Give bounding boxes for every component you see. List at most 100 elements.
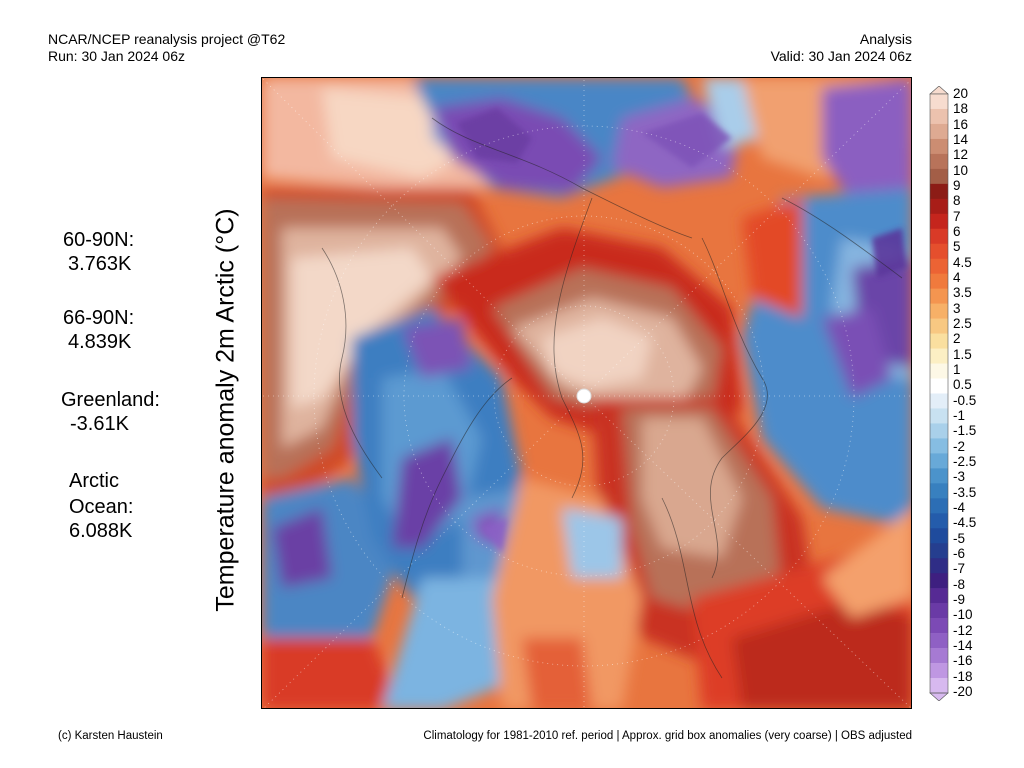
colorbar-swatch (930, 453, 948, 469)
pole-marker (576, 388, 592, 404)
anomaly-map (261, 77, 912, 709)
colorbar-tick-label: -0.5 (953, 392, 977, 408)
colorbar-swatch (930, 678, 948, 694)
colorbar-swatch (930, 123, 948, 140)
colorbar-swatch (930, 333, 948, 349)
colorbar-swatch (930, 288, 948, 304)
header-left: NCAR/NCEP reanalysis project @T62 Run: 3… (48, 31, 285, 65)
colorbar-tick-label: 0.5 (953, 377, 972, 393)
colorbar-tick-label: -1 (953, 408, 966, 423)
colorbar-swatch (930, 108, 948, 125)
colorbar-swatch (930, 528, 948, 544)
colorbar-tick-label: 16 (953, 116, 969, 132)
colorbar-tick-label: -16 (953, 653, 973, 669)
colorbar-tick-label: -9 (953, 592, 966, 607)
colorbar-tick-label: 10 (953, 162, 969, 178)
colorbar-swatch (930, 168, 948, 185)
colorbar-swatch (930, 543, 948, 559)
stat-label: Greenland: (61, 389, 160, 411)
colorbar-swatch (930, 573, 948, 589)
colorbar-tick-label: -12 (953, 622, 973, 638)
colorbar-tick-label: 20 (953, 86, 969, 101)
colorbar-tick-label: -18 (953, 668, 973, 684)
colorbar-swatch (930, 348, 948, 364)
colorbar-tick-label: 2.5 (953, 316, 972, 331)
colorbar-swatch (930, 183, 948, 200)
stat-value: 6.088K (69, 520, 133, 542)
colorbar-swatch (930, 213, 948, 230)
stat-66-90n: 66-90N: 4.839K (63, 306, 134, 354)
stat-value: 3.763K (68, 253, 132, 275)
colorbar-swatch (930, 378, 948, 394)
colorbar-swatch (930, 588, 948, 604)
stat-arctic-ocean: Arctic Ocean: 6.088K (69, 469, 133, 543)
stat-60-90n: 60-90N: 3.763K (63, 228, 134, 276)
colorbar-swatch (930, 228, 948, 245)
map-title: Temperature anomaly 2m Arctic (°C) (211, 208, 240, 612)
colorbar-swatch (930, 94, 948, 110)
colorbar-swatch (930, 483, 948, 499)
colorbar-swatch (930, 558, 948, 574)
colorbar-tick-label: 18 (953, 101, 969, 117)
analysis-label: Analysis (859, 31, 912, 47)
colorbar-tick-label: 1.5 (953, 346, 972, 362)
colorbar-swatch (930, 393, 948, 409)
colorbar (929, 86, 949, 701)
colorbar-tick-label: 5 (953, 239, 961, 255)
colorbar-tick-label: 9 (953, 178, 961, 193)
colorbar-tick-label: -6 (953, 546, 966, 561)
colorbar-swatch (930, 423, 948, 439)
colorbar-tick-label: 4.5 (953, 254, 972, 270)
copyright: (c) Karsten Haustein (58, 730, 163, 742)
colorbar-swatch (930, 318, 948, 334)
colorbar-tick-label: -20 (953, 684, 973, 699)
stat-label: Arctic (69, 470, 119, 492)
colorbar-tick-label: -7 (953, 561, 966, 577)
colorbar-tick-label: -8 (953, 576, 966, 592)
colorbar-tick-label: 6 (953, 224, 961, 239)
colorbar-tick-label: 1 (953, 362, 961, 377)
colorbar-tick-label: -2.5 (953, 454, 977, 469)
colorbar-swatch (930, 198, 948, 215)
stat-label: 66-90N: (63, 307, 135, 329)
colorbar-swatch (930, 153, 948, 170)
colorbar-tick-label: -1.5 (953, 423, 977, 439)
colorbar-tick-label: 14 (953, 132, 969, 147)
stat-greenland: Greenland: -3.61K (61, 388, 160, 436)
stat-value: 4.839K (68, 331, 132, 353)
colorbar-tick-label: -3 (953, 469, 966, 485)
colorbar-arrow-bottom (929, 692, 949, 701)
colorbar-swatch (930, 438, 948, 454)
stat-label: 60-90N: (63, 229, 135, 251)
colorbar-tick-label: -5 (953, 530, 966, 546)
colorbar-arrow-top (929, 86, 949, 95)
colorbar-swatch (930, 603, 948, 619)
run-time: Run: 30 Jan 2024 06z (48, 48, 185, 64)
colorbar-labels: 20 18 16 14 12 10 9 8 7 6 5 4.5 4 3.5 3 2.5 2 1.5 1 0.5 -0.5… (953, 87, 1013, 699)
colorbar-tick-label: -4.5 (953, 515, 977, 531)
colorbar-tick-label: 3 (953, 300, 961, 316)
colorbar-swatch (930, 513, 948, 529)
colorbar-swatch (930, 498, 948, 514)
colorbar-swatch (930, 243, 948, 260)
colorbar-tick-label: -14 (953, 638, 973, 653)
colorbar-tick-label: 2 (953, 331, 961, 347)
colorbar-swatch (930, 648, 948, 664)
colorbar-swatch (930, 618, 948, 634)
colorbar-swatch (930, 663, 948, 679)
colorbar-tick-label: 3.5 (953, 285, 972, 301)
colorbar-tick-label: 7 (953, 208, 961, 224)
colorbar-tick-label: 12 (953, 147, 969, 163)
colorbar-swatch (930, 138, 948, 155)
colorbar-swatch (930, 273, 948, 289)
colorbar-swatch (930, 408, 948, 424)
anomaly-field (262, 78, 911, 708)
colorbar-tick-label: 8 (953, 193, 961, 209)
colorbar-swatch (930, 633, 948, 649)
stat-value: -3.61K (70, 413, 129, 435)
colorbar-tick-label: -10 (953, 607, 973, 623)
header-right: Analysis Valid: 30 Jan 2024 06z (771, 31, 912, 65)
colorbar-swatch (930, 258, 948, 274)
stat-label: Ocean: (69, 496, 134, 518)
colorbar-tick-label: -2 (953, 438, 966, 454)
